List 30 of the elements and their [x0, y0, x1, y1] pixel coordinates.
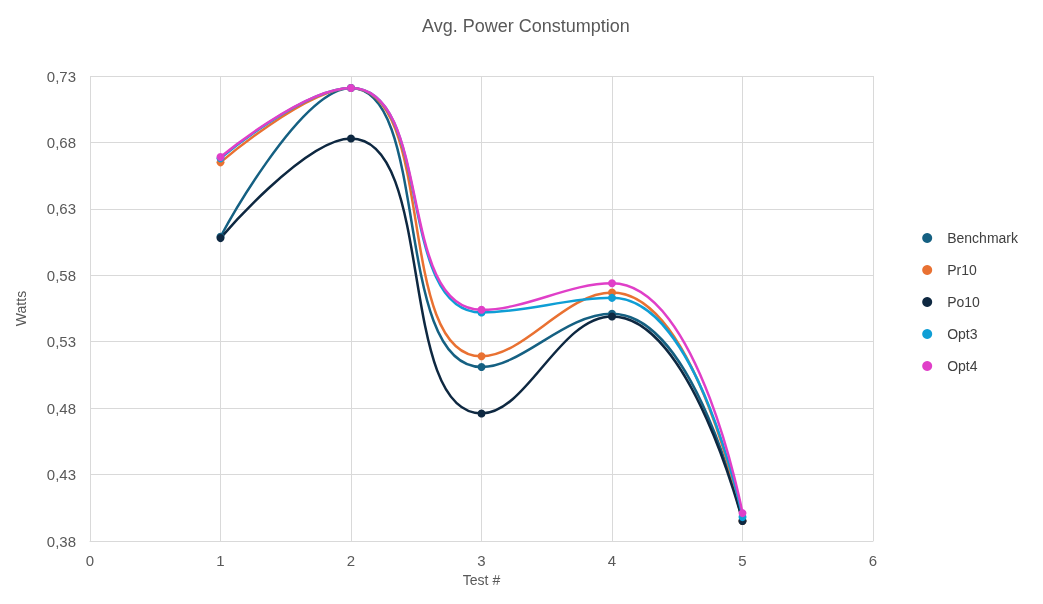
point	[738, 509, 747, 518]
legend-label: Benchmark	[947, 230, 1019, 246]
point	[608, 293, 616, 302]
y-tick-label: 0,73	[46, 67, 76, 85]
x-tick-label: 2	[346, 552, 356, 569]
x-tick-label: 4	[607, 552, 617, 569]
legend-label: Opt3	[947, 326, 978, 342]
x-axis-title: Test #	[462, 572, 501, 588]
x-tick-label: 1	[216, 552, 225, 569]
legend-label: Pr10	[947, 262, 977, 278]
y-tick-label: 0,63	[46, 200, 76, 218]
chart-title: Avg. Power Constumption	[422, 16, 630, 36]
x-tick-label: 0	[85, 552, 95, 569]
y-tick-label: 0,58	[46, 266, 76, 284]
x-tick-label: 3	[477, 552, 486, 569]
point	[477, 352, 486, 361]
point	[608, 279, 616, 288]
point	[477, 362, 486, 371]
y-tick-label: 0,53	[46, 333, 76, 351]
legend-label: Po10	[947, 294, 981, 310]
y-tick-label: 0,43	[46, 466, 76, 484]
x-tick-label: 6	[868, 552, 878, 569]
y-tick-label: 0,48	[46, 399, 76, 417]
y-tick-label: 0,38	[46, 532, 76, 550]
point	[347, 134, 355, 143]
y-axis-title: Watts	[13, 290, 29, 327]
y-tick-label: 0,68	[46, 133, 76, 151]
point	[477, 409, 486, 418]
x-tick-label: 5	[738, 552, 747, 569]
legend-label: Opt4	[947, 358, 978, 374]
